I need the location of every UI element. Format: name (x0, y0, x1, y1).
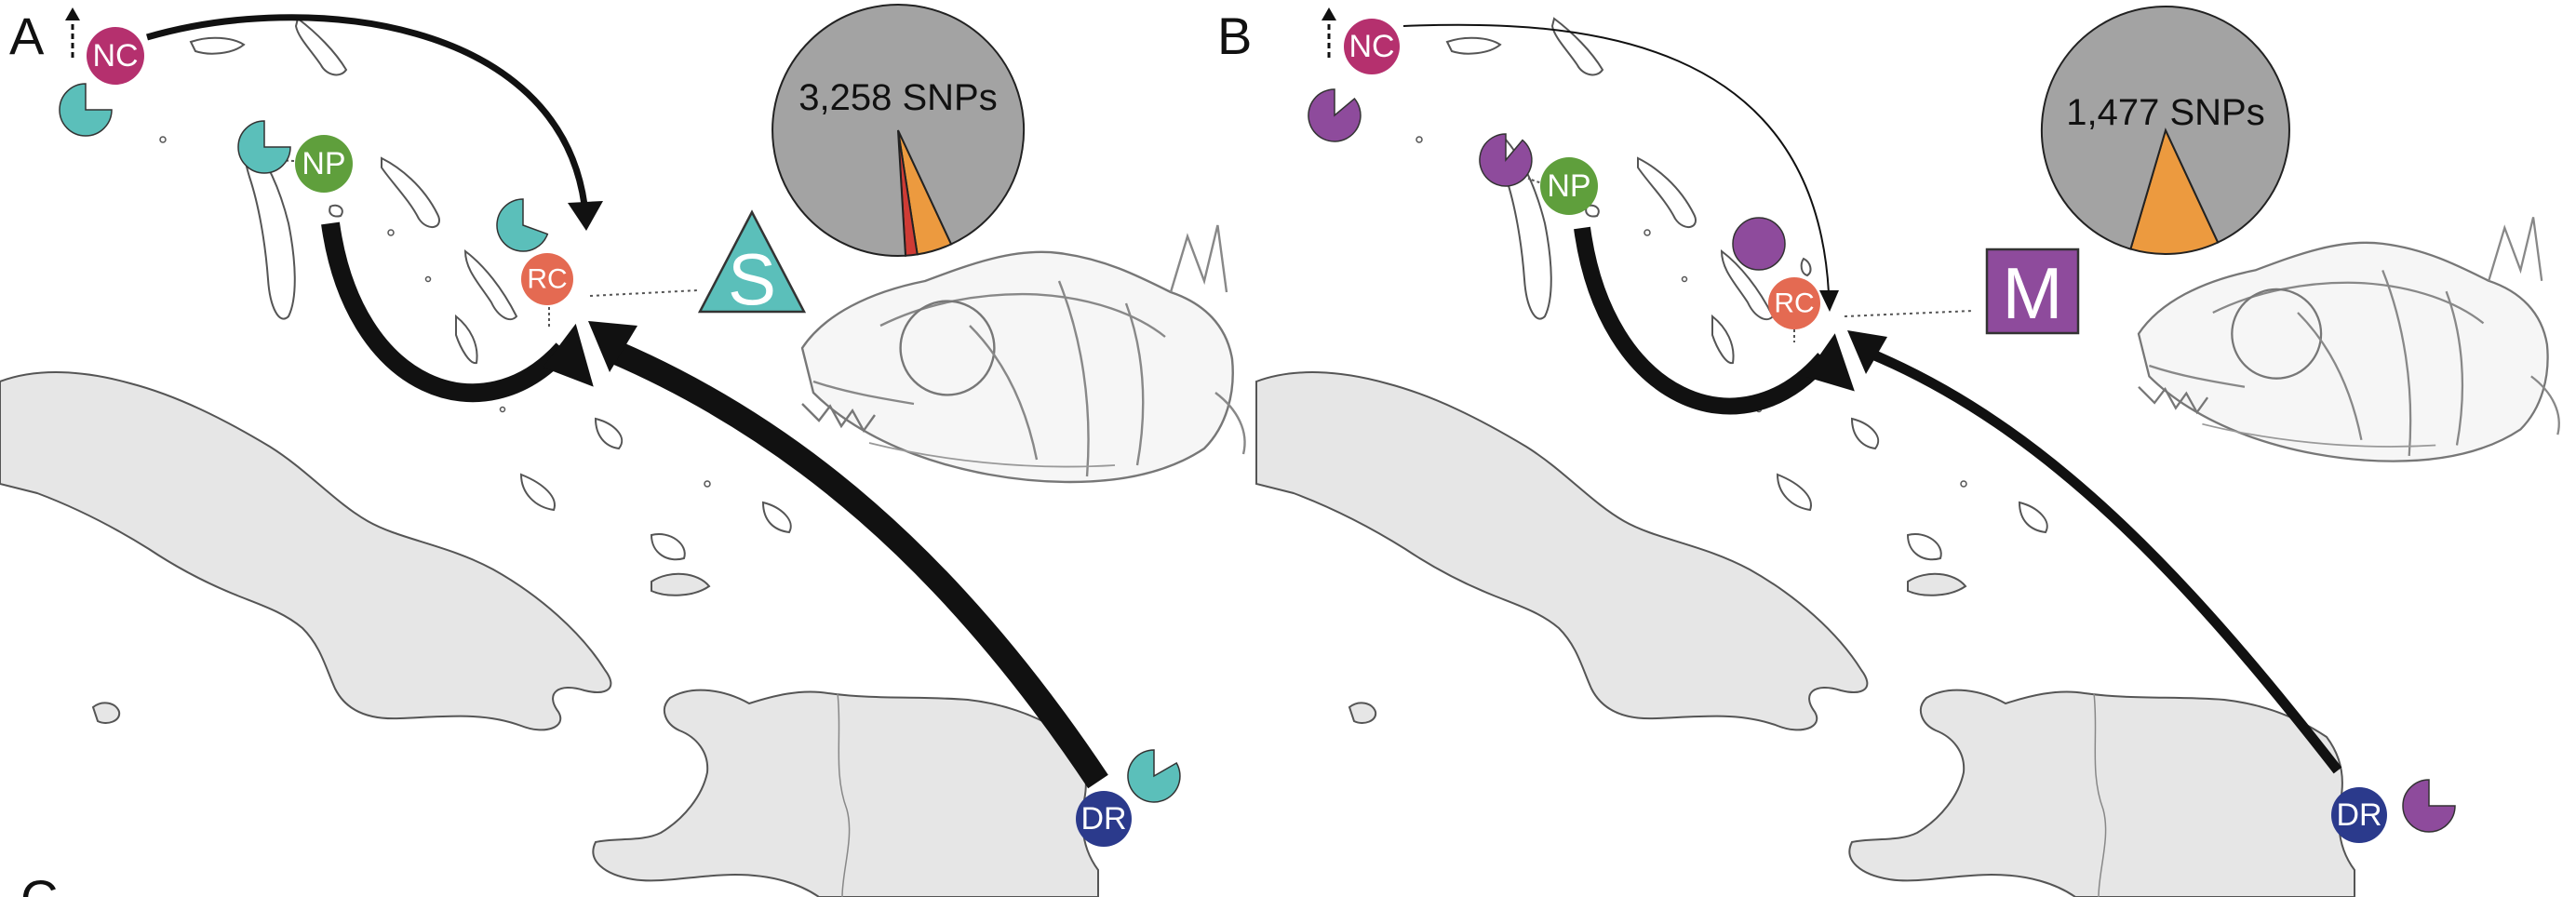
svg-text:S: S (728, 238, 776, 320)
site-rc-a: RC (521, 253, 573, 305)
pie-glyph-rc-b (1732, 217, 1786, 271)
pie-glyph-nc-b (1308, 88, 1362, 142)
snp-label-b: 1,477 SNPs (2066, 92, 2264, 133)
svg-text:RC: RC (1774, 288, 1814, 319)
pie-slice-gray (2040, 6, 2290, 250)
pie-glyph-np-b (1479, 133, 1533, 187)
arrow-np-to-rc (321, 221, 570, 403)
site-dr-a: DR (1076, 791, 1132, 847)
pie-slice-orange (2129, 127, 2220, 255)
badge-a: S (697, 209, 807, 320)
pie-glyph-dr-b (2402, 779, 2456, 833)
site-dr-b: DR (2331, 787, 2387, 843)
panel-b: B NC NP RC DR (1217, 6, 2560, 897)
svg-text:NP: NP (1547, 168, 1590, 204)
svg-text:DR: DR (2336, 797, 2381, 833)
site-np-a: NP (295, 135, 353, 193)
pie-glyph-np-a (237, 120, 291, 174)
site-np-b: NP (1540, 157, 1598, 215)
fish-skull-illustration-a (800, 223, 1246, 484)
panel-letter-a: A (9, 7, 45, 65)
snp-pie-b (2040, 6, 2290, 255)
svg-text:NC: NC (1348, 29, 1394, 64)
site-nc-a: NC (87, 27, 144, 85)
arrow-nc-to-rc-b (1402, 23, 1830, 294)
site-nc-b: NC (1344, 19, 1400, 74)
pie-slice-gray (771, 4, 1026, 258)
pie-glyph-nc-a (59, 83, 113, 137)
arrow-np-to-rc-b (1574, 226, 1831, 415)
badge-b: M (1985, 248, 2080, 335)
arrow-dr-to-rc-b (1868, 348, 2342, 774)
panel-letter-c: C (20, 869, 58, 897)
svg-text:M: M (2003, 252, 2063, 334)
fish-skull-illustration-b (2137, 216, 2560, 462)
arrow-nc-to-rc (146, 14, 588, 206)
snp-label-a: 3,258 SNPs (798, 77, 997, 118)
snp-pie-a (771, 4, 1026, 258)
svg-text:NC: NC (92, 38, 138, 74)
svg-text:NP: NP (302, 146, 345, 181)
arrow-dr-to-rc (609, 341, 1108, 789)
panel-a: A NC NP RC DR (0, 4, 1246, 897)
pie-glyph-dr-a (1127, 749, 1181, 803)
pie-glyph-rc-a (496, 198, 549, 252)
site-rc-b: RC (1768, 277, 1820, 329)
svg-text:RC: RC (527, 264, 567, 295)
panel-letter-b: B (1217, 7, 1252, 65)
svg-text:DR: DR (1080, 801, 1126, 837)
